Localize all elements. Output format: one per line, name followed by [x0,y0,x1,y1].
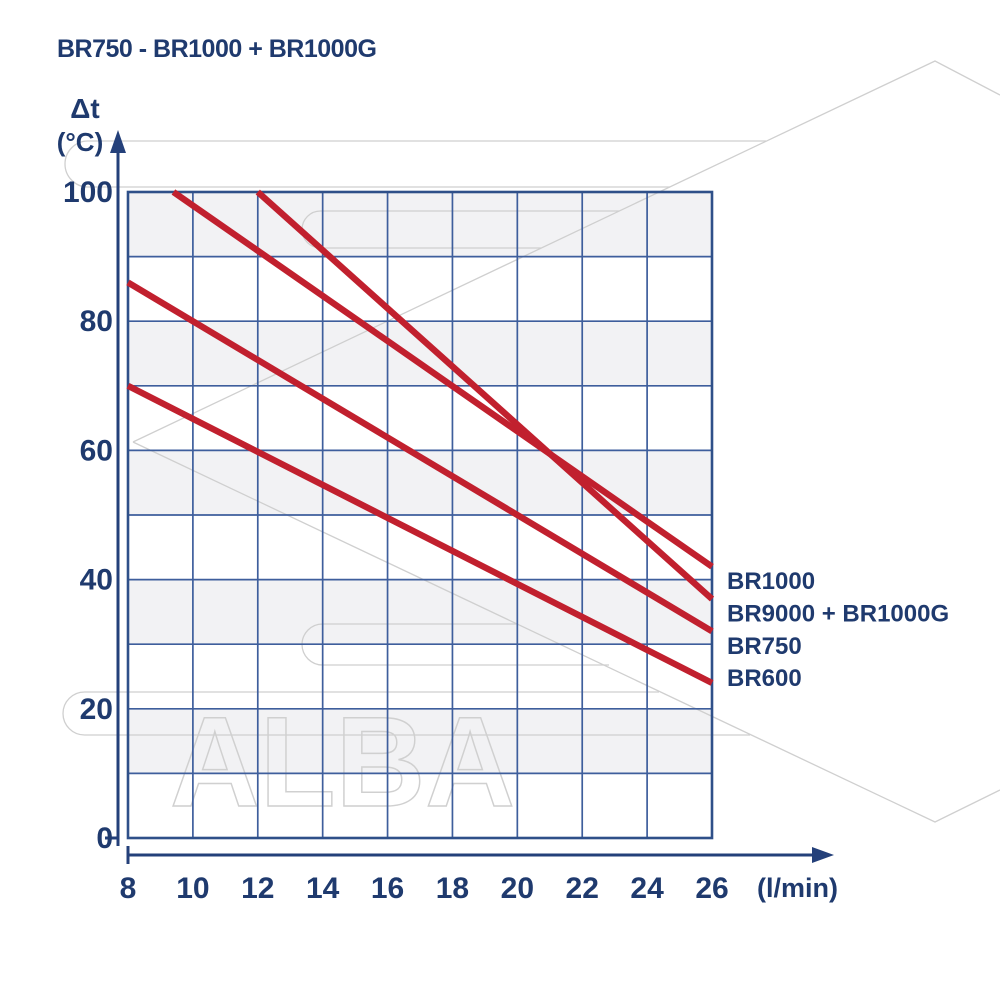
x-axis-unit-label: (l/min) [757,873,838,903]
x-tick-label: 22 [566,872,599,905]
y-tick-label: 80 [80,305,113,338]
x-tick-label: 14 [306,872,340,905]
x-tick-label: 10 [176,872,209,905]
series-line-br750 [126,279,714,635]
y-tick-label: 20 [80,693,113,726]
watermark-chevron-upper [132,60,1000,443]
series-label-br750: BR750 [727,633,802,660]
row-shading [128,192,712,774]
x-tick-label: 16 [371,872,404,905]
watermark-pill-bottom-left [62,691,750,736]
y-tick-label: 0 [96,822,113,855]
series-line-br1000 [171,189,714,570]
shaded-band [128,579,712,645]
shaded-band [128,450,712,515]
y-axis-title-symbol: Δt [70,93,99,124]
x-tick-label: 20 [501,872,534,905]
watermark-alba-text: ALBA [170,691,515,834]
x-tick-label: 8 [120,872,137,905]
x-tick-label: 24 [630,872,664,905]
shaded-band [128,321,712,386]
watermark-pill-top-left [64,140,766,188]
axes [105,130,834,864]
chart-title: BR750 - BR1000 + BR1000G [57,35,376,63]
series-line-br9000-br1000g [255,189,715,602]
x-tick-label: 26 [695,872,728,905]
shaded-band [128,708,712,774]
series-lines [126,189,715,686]
x-tick-label: 18 [436,872,469,905]
y-axis-arrowhead [110,130,126,153]
watermark-chevron-lower [132,441,1000,823]
y-tick-label: 60 [80,434,113,467]
series-label-br1000: BR1000 [727,568,815,595]
y-axis-title-unit: (°C) [57,127,104,157]
plot-border [126,190,714,840]
x-tick-label: 12 [241,872,274,905]
series-line-br600 [126,382,714,686]
x-axis-arrowhead [812,847,834,863]
tick-labels: 0 20 40 60 80 100 8 10 12 14 16 18 20 22 24 26 BR1000 BR9… [63,176,949,905]
y-tick-label: 40 [80,564,113,597]
series-label-br600: BR600 [727,665,802,692]
y-tick-label: 100 [63,176,113,209]
series-label-br9000-br1000g: BR9000 + BR1000G [727,600,949,627]
